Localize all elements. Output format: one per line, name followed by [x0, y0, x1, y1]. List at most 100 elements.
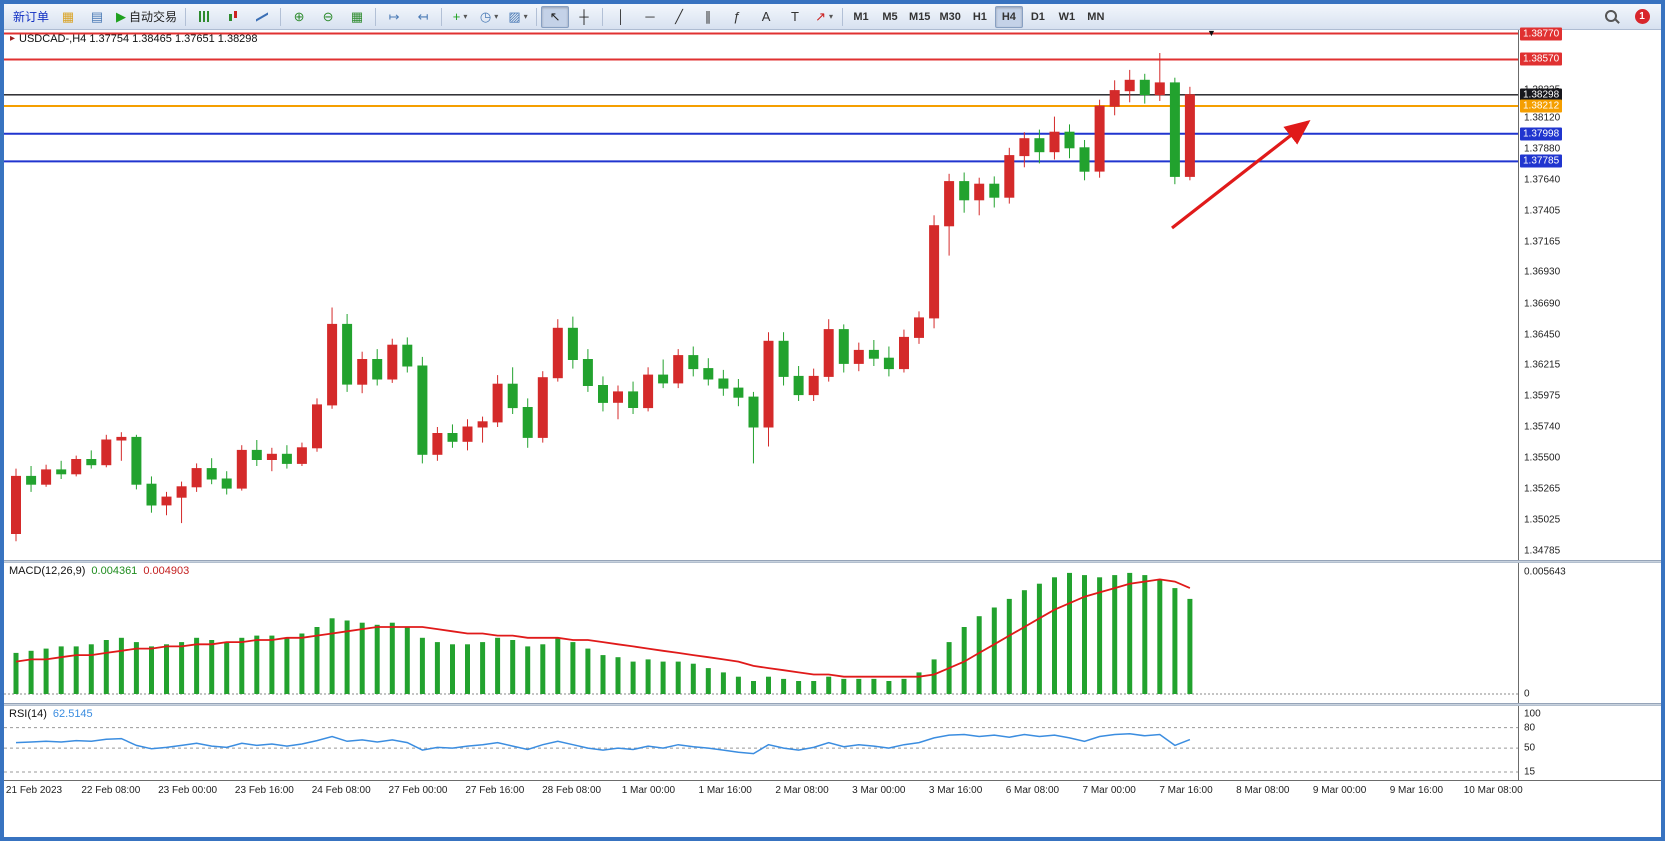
price-tick: 1.35500	[1524, 452, 1561, 464]
macd-scale-tick: 0.005643	[1524, 566, 1566, 578]
chart-shift-marker[interactable]: ▼	[1207, 28, 1216, 38]
chart-shift-icon: ↤	[417, 9, 429, 24]
time-label: 24 Feb 08:00	[311, 785, 371, 796]
time-label: 6 Mar 08:00	[1005, 785, 1060, 796]
price-tick: 1.35740	[1524, 421, 1561, 433]
tf-w1-button[interactable]: W1	[1053, 6, 1081, 28]
rsi-panel: RSI(14) 62.5145 100 80 50 15	[4, 706, 1661, 780]
tf-h4-button-label: H4	[1001, 10, 1016, 23]
symbol-info: ▸ USDCAD-,H4 1.37754 1.38465 1.37651 1.3…	[10, 33, 258, 45]
rsi-canvas	[4, 727, 1518, 773]
tf-h1-button-label: H1	[972, 10, 987, 23]
candles	[11, 53, 1195, 542]
tf-mn-button[interactable]: MN	[1082, 6, 1110, 28]
arrows-tool-button[interactable]: ↗ ▾	[810, 6, 838, 28]
cursor-icon: ↖	[549, 9, 561, 24]
dropdown-caret-icon: ▾	[828, 12, 833, 21]
channel-icon: ∥	[704, 9, 712, 24]
price-tick: 1.35975	[1524, 390, 1561, 402]
tile-windows-icon: ▦	[350, 9, 364, 24]
rsi-scale-tick: 15	[1524, 766, 1536, 778]
price-tick: 1.37640	[1524, 174, 1561, 186]
bar-chart-icon	[199, 11, 210, 22]
trendline-icon: ╱	[675, 9, 683, 24]
text-button[interactable]: A	[752, 6, 780, 28]
macd-plot[interactable]: MACD(12,26,9) 0.004361 0.004903	[4, 563, 1518, 703]
tf-m15-button[interactable]: M15	[905, 6, 934, 28]
macd-scale[interactable]: 0.005643 0	[1518, 563, 1661, 703]
toolbar-separator	[842, 7, 844, 26]
time-label: 1 Mar 16:00	[698, 785, 752, 796]
toolbar-separator	[441, 7, 443, 26]
price-chart-canvas	[4, 32, 1518, 542]
horizontal-level-lines	[4, 32, 1518, 163]
market-watch-button[interactable]: ▦	[54, 6, 82, 28]
one-click-trading-toggle[interactable]: ▸	[10, 33, 16, 44]
templates-button[interactable]: ▨ ▾	[504, 6, 532, 28]
tf-m5-button[interactable]: M5	[876, 6, 904, 28]
rsi-plot[interactable]: RSI(14) 62.5145	[4, 706, 1518, 780]
crosshair-button[interactable]: ┼	[570, 6, 598, 28]
chart-shift-button[interactable]: ↤	[409, 6, 437, 28]
fibonacci-button[interactable]: ƒ	[723, 6, 751, 28]
toolbar-separator	[375, 7, 377, 26]
price-tick: 1.38120	[1524, 112, 1561, 124]
market-watch-icon: ▦	[61, 9, 75, 24]
tile-windows-button[interactable]: ▦	[343, 6, 371, 28]
time-label: 22 Feb 08:00	[81, 785, 141, 796]
rsi-scale-tick: 100	[1524, 708, 1541, 720]
macd-scale-tick: 0	[1524, 688, 1530, 700]
indicators-button[interactable]: + ▾	[446, 6, 474, 28]
tf-m1-button[interactable]: M1	[847, 6, 875, 28]
bar-chart-button[interactable]	[190, 6, 218, 28]
auto-trading-button[interactable]: ▶ 自动交易	[112, 6, 181, 28]
indicators-icon: +	[452, 9, 461, 24]
tf-h1-button[interactable]: H1	[966, 6, 994, 28]
time-label: 9 Mar 16:00	[1389, 785, 1444, 796]
panel-splitter[interactable]	[4, 703, 1661, 706]
candlestick-chart-icon	[228, 10, 239, 23]
time-label: 7 Mar 16:00	[1159, 785, 1213, 796]
rsi-name: RSI(14)	[9, 708, 47, 720]
periods-button[interactable]: ◷ ▾	[475, 6, 503, 28]
rsi-scale[interactable]: 100 80 50 15	[1518, 706, 1661, 780]
horizontal-line-button[interactable]: ─	[636, 6, 664, 28]
label-button[interactable]: T	[781, 6, 809, 28]
toolbar-separator	[536, 7, 538, 26]
toolbar-separator	[602, 7, 604, 26]
price-scale[interactable]: 1.383351.381201.378801.376401.374051.371…	[1518, 27, 1661, 560]
channel-button[interactable]: ∥	[694, 6, 722, 28]
navigator-button[interactable]: ▤	[83, 6, 111, 28]
dropdown-caret-icon: ▾	[523, 12, 528, 21]
price-chart-plot[interactable]: ▸ USDCAD-,H4 1.37754 1.38465 1.37651 1.3…	[4, 28, 1518, 560]
panel-splitter[interactable]	[4, 560, 1661, 563]
auto-scroll-button[interactable]: ↦	[380, 6, 408, 28]
tf-m15-button-label: M15	[909, 10, 931, 23]
trendline-button[interactable]: ╱	[665, 6, 693, 28]
tf-d1-button[interactable]: D1	[1024, 6, 1052, 28]
price-tick: 1.37405	[1524, 205, 1561, 217]
candlestick-chart-button[interactable]	[219, 6, 247, 28]
auto-trading-button-label: 自动交易	[129, 10, 178, 24]
line-chart-button[interactable]	[248, 6, 276, 28]
cursor-button[interactable]: ↖	[541, 5, 570, 28]
zoom-out-button[interactable]: ⊖	[314, 6, 342, 28]
rsi-label: RSI(14) 62.5145	[9, 708, 93, 720]
zoom-in-button[interactable]: ⊕	[285, 6, 313, 28]
macd-signal-line	[15, 578, 1191, 678]
notifications-button[interactable]: 1	[1628, 6, 1656, 28]
line-chart-icon	[256, 11, 268, 23]
dropdown-caret-icon: ▾	[494, 12, 499, 21]
new-order-button[interactable]: 新订单	[9, 6, 53, 28]
tf-m30-button[interactable]: M30	[935, 6, 964, 28]
time-axis[interactable]: 21 Feb 2023 22 Feb 08:00 23 Feb 00:00 23 Fe…	[4, 780, 1661, 837]
time-label: 27 Feb 00:00	[388, 785, 448, 796]
price-level-badge: 1.37785	[1520, 154, 1563, 168]
time-label: 27 Feb 16:00	[465, 785, 525, 796]
auto-trading-icon: ▶	[116, 9, 127, 24]
vertical-line-button[interactable]: │	[607, 6, 635, 28]
macd-signal-value: 0.004903	[143, 565, 190, 577]
search-button[interactable]	[1599, 6, 1627, 28]
templates-icon: ▨	[508, 9, 521, 24]
tf-h4-button[interactable]: H4	[994, 5, 1023, 28]
